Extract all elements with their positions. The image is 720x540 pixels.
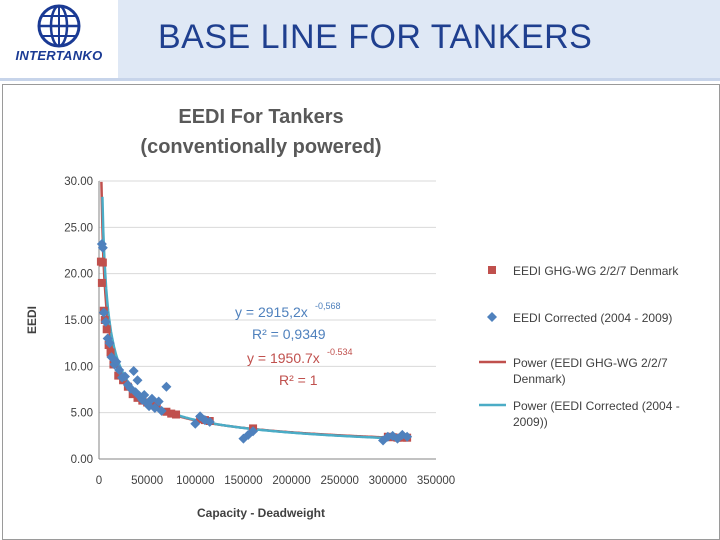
x-tick-label: 0: [96, 475, 102, 487]
y-tick-label: 30.00: [64, 176, 93, 188]
y-tick-label: 20.00: [64, 269, 93, 281]
y-axis-label: EEDI: [25, 306, 39, 334]
legend-label: 2009)): [513, 415, 548, 429]
data-point-corrected: [402, 431, 413, 442]
legend-label: Denmark): [513, 372, 566, 386]
data-point-corrected: [100, 316, 111, 327]
data-point-corrected: [128, 365, 139, 376]
slide-header: INTERTANKO BASE LINE FOR TANKERS: [0, 0, 720, 82]
y-tick-label: 25.00: [64, 222, 93, 234]
eedi-chart: EEDI For Tankers (conventionally powered)…: [25, 106, 680, 520]
x-tick-label: 300000: [369, 475, 407, 487]
x-tick-label: 250000: [321, 475, 359, 487]
data-point-denmark: [114, 371, 123, 380]
data-point-corrected: [248, 426, 259, 437]
trend-exponent-corrected: -0,568: [315, 301, 341, 311]
data-point-corrected: [114, 365, 125, 376]
data-point-denmark: [98, 258, 107, 267]
x-tick-label: 50000: [131, 475, 163, 487]
data-point-corrected: [190, 418, 201, 429]
data-point-corrected: [119, 371, 130, 382]
data-point-denmark: [102, 325, 111, 334]
x-tick-label: 200000: [272, 475, 310, 487]
data-point-corrected: [125, 383, 136, 394]
legend-label: EEDI Corrected (2004 - 2009): [513, 311, 672, 325]
data-point-denmark: [167, 409, 176, 418]
data-point-corrected: [97, 242, 108, 253]
data-point-corrected: [111, 356, 122, 367]
data-point-corrected: [139, 390, 150, 401]
trend-equation-denmark: y = 1950.7x: [247, 350, 320, 366]
data-point-corrected: [204, 416, 215, 427]
y-tick-label: 5.00: [71, 408, 93, 420]
trend-equation-corrected: y = 2915,2x: [235, 304, 308, 320]
data-point-corrected: [104, 338, 115, 349]
logo-text: INTERTANKO: [15, 48, 103, 63]
chart-title: EEDI For Tankers: [178, 106, 343, 128]
y-tick-label: 0.00: [71, 454, 93, 466]
slide-title: BASE LINE FOR TANKERS: [158, 18, 593, 56]
trend-r2-corrected: R² = 0,9349: [252, 326, 326, 342]
data-point-corrected: [153, 396, 164, 407]
data-point-corrected: [98, 307, 109, 318]
x-axis-label: Capacity - Deadweight: [197, 506, 325, 520]
chart-frame: EEDI For Tankers (conventionally powered)…: [2, 84, 720, 540]
title-band: BASE LINE FOR TANKERS: [118, 0, 720, 78]
legend-swatch-diamond: [487, 312, 497, 322]
data-point-corrected: [161, 381, 172, 392]
x-tick-label: 100000: [176, 475, 214, 487]
x-tick-label: 150000: [224, 475, 262, 487]
data-point-corrected: [156, 405, 167, 416]
header-divider: [0, 78, 720, 81]
globe-icon: [37, 4, 81, 48]
data-point-denmark: [106, 348, 115, 357]
legend-swatch-square: [488, 266, 496, 274]
data-point-corrected: [132, 375, 143, 386]
chart-subtitle: (conventionally powered): [140, 136, 381, 158]
trend-exponent-denmark: -0.534: [327, 347, 353, 357]
legend-label: Power (EEDI Corrected (2004 -: [513, 399, 680, 413]
intertanko-logo: INTERTANKO: [0, 0, 118, 78]
data-point-denmark: [162, 407, 171, 416]
legend-label: EEDI GHG-WG 2/2/7 Denmark: [513, 264, 679, 278]
y-tick-label: 10.00: [64, 361, 93, 373]
y-tick-label: 15.00: [64, 315, 93, 327]
data-point-denmark: [97, 278, 106, 287]
data-point-denmark: [172, 410, 181, 419]
legend-label: Power (EEDI GHG-WG 2/2/7: [513, 356, 668, 370]
trend-r2-denmark: R² = 1: [279, 372, 318, 388]
x-tick-label: 350000: [417, 475, 455, 487]
